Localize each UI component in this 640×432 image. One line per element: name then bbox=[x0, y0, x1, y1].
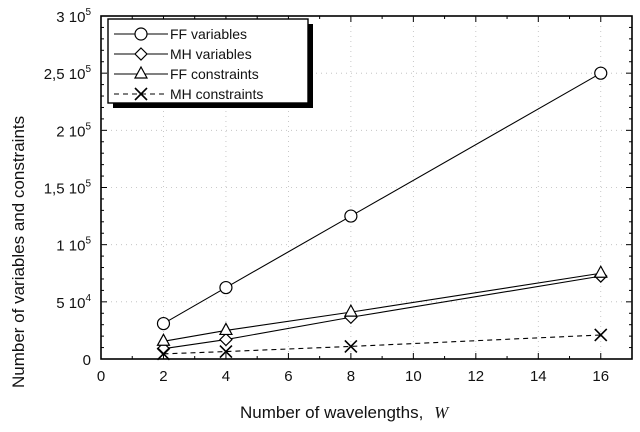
data-point-ff-variables bbox=[156, 316, 171, 331]
x-marker-stroke bbox=[219, 345, 233, 359]
y-tick-label: 5 104 bbox=[56, 293, 91, 312]
x-tick-label: 8 bbox=[347, 368, 355, 385]
x-axis-label-text: Number of wavelengths, bbox=[240, 403, 423, 422]
legend-entries: FF variables MH variables FF constraints MH… bbox=[114, 26, 263, 102]
y-axis-label: Number of variables and constraints bbox=[9, 116, 28, 388]
data-point-mh-constraints bbox=[219, 345, 233, 359]
legend-marker bbox=[134, 47, 148, 61]
series-line-mh-constraints bbox=[163, 334, 601, 355]
y-tick-label: 1,5 105 bbox=[44, 179, 92, 198]
data-point-mh-constraints bbox=[156, 347, 171, 361]
x-marker-stroke bbox=[344, 339, 358, 353]
series-line-ff-variables bbox=[163, 72, 602, 325]
x-axis-label: Number of wavelengths, W bbox=[240, 403, 450, 422]
x-marker-stroke bbox=[134, 87, 148, 101]
legend-entry-ff-variables: FF variables bbox=[114, 26, 247, 42]
series-markers bbox=[156, 66, 608, 361]
legend-entry-ff-constraints: FF constraints bbox=[114, 65, 259, 82]
legend-marker bbox=[133, 65, 149, 79]
series-line-mh-variables bbox=[163, 275, 601, 350]
data-point-mh-constraints bbox=[594, 328, 608, 342]
data-point-ff-variables bbox=[344, 209, 358, 223]
legend-entry-mh-constraints: MH constraints bbox=[114, 86, 263, 102]
y-tick-label: 1 105 bbox=[56, 236, 91, 255]
data-point-ff-variables bbox=[219, 280, 233, 295]
y-tick-label: 2,5 105 bbox=[44, 64, 92, 83]
x-axis-label-variable: W bbox=[434, 403, 450, 422]
x-tick-label: 16 bbox=[592, 368, 609, 385]
data-point-mh-constraints bbox=[344, 339, 358, 353]
x-marker-stroke bbox=[594, 328, 608, 342]
x-tick-label: 14 bbox=[530, 368, 547, 385]
series-lines bbox=[163, 72, 602, 355]
data-point-ff-variables bbox=[594, 66, 608, 80]
x-tick-label: 12 bbox=[467, 368, 484, 385]
y-tick-label: 3 105 bbox=[56, 7, 91, 26]
legend-label: MH constraints bbox=[170, 86, 263, 102]
x-tick-label: 0 bbox=[97, 368, 105, 385]
data-point-ff-constraints bbox=[593, 264, 608, 278]
data-point-ff-constraints bbox=[343, 303, 358, 317]
x-tick-label: 2 bbox=[159, 368, 167, 385]
legend-marker bbox=[134, 27, 148, 41]
y-tick-label: 2 105 bbox=[56, 121, 91, 140]
legend-marker bbox=[134, 87, 148, 101]
legend-entry-mh-variables: MH variables bbox=[114, 46, 252, 62]
legend-label: MH variables bbox=[170, 46, 252, 62]
data-point-ff-constraints bbox=[218, 322, 233, 336]
series-line-ff-constraints bbox=[163, 272, 601, 342]
grid bbox=[101, 16, 632, 359]
y-tick-labels: 0 5 104 1 105 1,5 105 2 105 2,5 105 3 105 bbox=[44, 7, 92, 369]
data-point-mh-variables bbox=[219, 332, 233, 347]
legend-label: FF variables bbox=[170, 26, 247, 42]
x-tick-label: 6 bbox=[284, 368, 292, 385]
x-tick-label: 10 bbox=[405, 368, 422, 385]
x-tick-label: 4 bbox=[222, 368, 230, 385]
legend: FF variables MH variables FF constraints MH… bbox=[107, 18, 313, 108]
data-point-ff-constraints bbox=[156, 333, 171, 346]
y-tick-label: 0 bbox=[83, 352, 91, 369]
x-tick-labels: 0 2 4 6 8 10 12 14 16 bbox=[97, 368, 609, 385]
legend-label: FF constraints bbox=[170, 66, 259, 82]
x-marker-stroke bbox=[156, 347, 171, 361]
